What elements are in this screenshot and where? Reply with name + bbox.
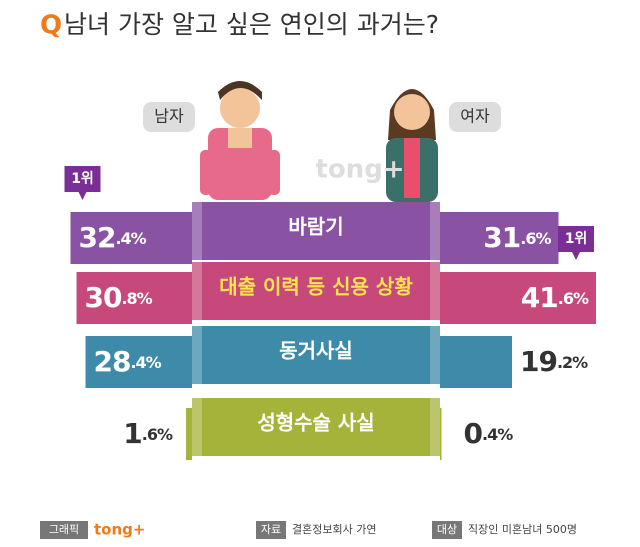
- box-edge: [430, 398, 440, 456]
- category-label: 성형수술 사실: [257, 411, 374, 435]
- tag-bg: [40, 521, 88, 539]
- box-edge: [430, 262, 440, 320]
- bar: [70, 212, 192, 264]
- source: 결혼정보회사 가연: [292, 523, 376, 536]
- box-edge: [430, 326, 440, 384]
- category-box: [192, 398, 440, 456]
- rank-badge: [64, 166, 101, 200]
- category-box: [192, 326, 440, 384]
- tag-bg: [432, 521, 462, 539]
- category-label: 동거사실: [279, 339, 353, 363]
- chart-title: 남녀 가장 알고 싶은 연인의 과거는?: [64, 10, 439, 39]
- box-edge: [192, 326, 202, 384]
- target: 직장인 미혼남녀 500명: [468, 523, 577, 536]
- value-label: 30.8%: [85, 281, 153, 314]
- rank-label: 1위: [71, 171, 94, 187]
- legend-label: 남자: [154, 107, 184, 126]
- legend-box: [143, 102, 195, 132]
- value-label: 1.6%: [123, 417, 173, 450]
- bar: [440, 212, 559, 264]
- woman-figure: [386, 89, 438, 202]
- brand: tong+: [94, 521, 145, 539]
- bar: [440, 336, 512, 388]
- bar: [186, 408, 192, 460]
- value-label: 31.6%: [483, 221, 551, 254]
- watermark: tong+: [315, 155, 404, 185]
- graphic-tag: 그래픽: [49, 523, 79, 536]
- value-label: 32.4%: [79, 221, 147, 254]
- bar: [76, 272, 192, 324]
- target-tag: 대상: [437, 523, 457, 536]
- value-label: 41.6%: [521, 281, 589, 314]
- category-label: 바람기: [288, 215, 343, 239]
- box-edge: [192, 398, 202, 456]
- value-label: 19.2%: [520, 345, 588, 378]
- category-label: 대출 이력 등 신용 상황: [219, 275, 413, 299]
- category-box: [192, 262, 440, 320]
- value-label: 0.4%: [464, 417, 514, 450]
- source-tag: 자료: [261, 523, 281, 536]
- man-figure: [200, 81, 280, 200]
- bar: [440, 408, 442, 460]
- box-edge: [430, 202, 440, 260]
- category-box: [192, 202, 440, 260]
- legend-box: [449, 102, 501, 132]
- rank-badge: [558, 226, 594, 260]
- legend-label: 여자: [460, 107, 490, 126]
- bar: [440, 272, 596, 324]
- value-label: 28.4%: [94, 345, 162, 378]
- title-mark: Q: [40, 11, 62, 41]
- bar: [85, 336, 192, 388]
- tag-bg: [256, 521, 286, 539]
- box-edge: [192, 202, 202, 260]
- box-edge: [192, 262, 202, 320]
- rank-label: 1위: [565, 231, 588, 247]
